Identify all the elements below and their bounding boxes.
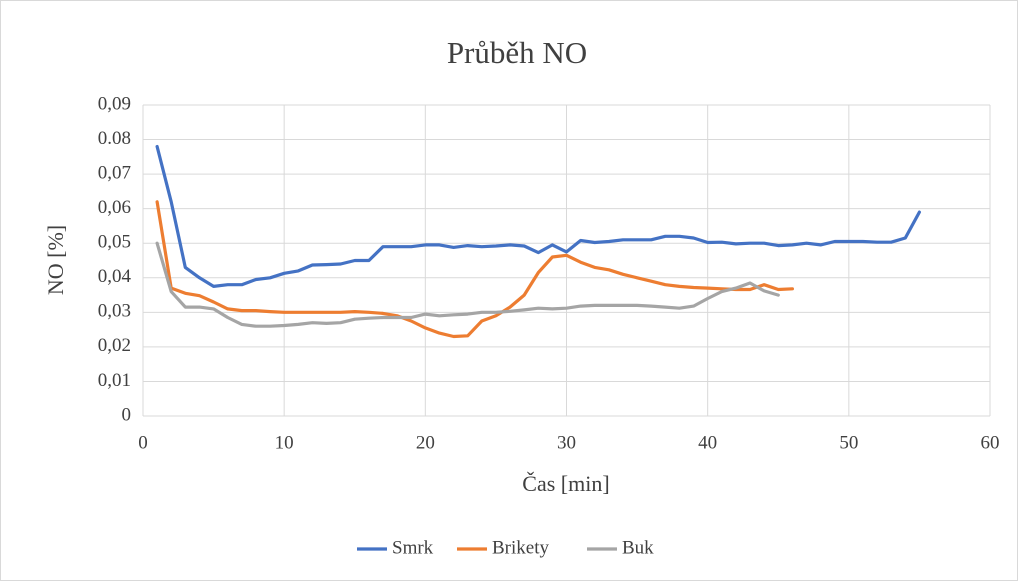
y-tick-label: 0,01 [98,370,131,391]
legend-label: Brikety [492,537,549,558]
y-tick-label: 0 [122,404,132,425]
y-tick-label: 0.08 [98,128,131,149]
y-tick-label: 0,03 [98,301,131,322]
legend-label: Buk [622,537,654,558]
y-tick-label: 0,07 [98,162,131,183]
chart-title: Průběh NO [447,35,587,70]
x-tick-label: 60 [981,432,1000,453]
line-series [155,200,794,339]
y-tick-label: 0,09 [98,93,131,114]
y-tick-label: 0,05 [98,232,131,253]
y-tick-label: 0,02 [98,335,131,356]
y-tick-label: 0,04 [98,266,132,287]
x-tick-label: 10 [275,432,294,453]
x-tick-label: 50 [839,432,858,453]
x-tick-label: 0 [138,432,148,453]
y-axis-label: NO [%] [43,225,68,295]
x-tick-label: 30 [557,432,576,453]
x-axis-label: Čas [min] [522,471,609,496]
line-series [155,144,921,288]
line-series [155,241,780,328]
x-tick-label: 40 [698,432,717,453]
x-tick-label: 20 [416,432,435,453]
legend-label: Smrk [392,537,434,558]
y-tick-label: 0,06 [98,197,131,218]
